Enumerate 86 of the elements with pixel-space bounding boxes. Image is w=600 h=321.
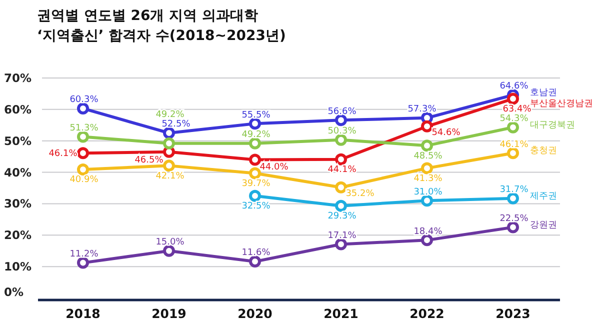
- point: [77, 147, 89, 160]
- point: [163, 127, 175, 139]
- data-label: 32.5%: [242, 202, 271, 212]
- point: [421, 234, 433, 246]
- data-label: 15.0%: [156, 238, 185, 248]
- y-tick-label: 40%: [4, 165, 32, 180]
- x-tick-label: 2018: [66, 306, 100, 321]
- point: [335, 238, 347, 250]
- data-label: 11.6%: [242, 248, 271, 258]
- data-label: 44.0%: [260, 162, 289, 172]
- y-tick-label: 0%: [4, 285, 24, 299]
- data-label: 50.3%: [328, 126, 357, 137]
- data-label: 39.7%: [242, 178, 271, 189]
- data-label: 54.6%: [432, 128, 461, 138]
- point: [507, 121, 519, 134]
- series-label: 충청권: [530, 146, 557, 156]
- data-label: 41.3%: [414, 174, 443, 184]
- data-label: 35.2%: [346, 189, 375, 200]
- data-label: 49.2%: [156, 110, 185, 120]
- y-tick-label: 60%: [4, 102, 32, 116]
- y-tick-label: 10%: [4, 260, 32, 274]
- data-label: 17.1%: [328, 230, 357, 241]
- data-label: 54.3%: [500, 114, 529, 124]
- x-tick-label: 2021: [324, 306, 358, 321]
- point: [507, 92, 519, 105]
- point: [421, 120, 433, 132]
- point: [421, 194, 433, 207]
- data-label: 57.3%: [408, 104, 437, 115]
- series-label: 강원권: [530, 220, 557, 230]
- y-tick-label: 70%: [4, 71, 32, 85]
- data-label: 55.5%: [242, 110, 271, 120]
- point: [335, 200, 347, 212]
- point: [163, 244, 175, 257]
- point: [335, 114, 347, 126]
- title: 권역별 연도별 26개 지역 의과대학 ‘지역출신’ 합격자 수(2018~2023년): [37, 8, 286, 44]
- point: [249, 137, 261, 150]
- data-label: 63.4%: [502, 104, 532, 114]
- point: [507, 221, 519, 234]
- data-label: 40.9%: [70, 175, 99, 186]
- data-label: 11.2%: [70, 250, 99, 260]
- data-label: 48.5%: [414, 151, 443, 162]
- point: [335, 153, 347, 166]
- data-label: 64.6%: [500, 82, 529, 92]
- point: [163, 137, 175, 150]
- series-label: 제주권: [530, 191, 557, 202]
- point: [421, 162, 433, 174]
- x-tick-label: 2020: [238, 306, 273, 321]
- x-tick-label: 2022: [410, 306, 444, 321]
- point: [77, 130, 89, 143]
- point: [77, 256, 89, 269]
- data-label: 31.0%: [414, 187, 443, 198]
- data-label: 22.5%: [500, 214, 529, 224]
- point: [335, 134, 347, 146]
- series-label: 대구경북권: [530, 120, 575, 130]
- y-tick-label: 20%: [4, 228, 32, 242]
- y-tick-label: 50%: [4, 134, 32, 148]
- x-tick-label: 2023: [496, 306, 530, 321]
- data-label: 52.5%: [162, 120, 191, 130]
- x-tick-label: 2019: [152, 306, 186, 321]
- data-label: 44.1%: [328, 165, 357, 176]
- point: [249, 154, 261, 166]
- data-label: 46.5%: [134, 156, 164, 166]
- data-label: 51.3%: [70, 123, 99, 134]
- point: [335, 181, 347, 194]
- data-label: 18.4%: [414, 226, 443, 237]
- point: [77, 163, 89, 176]
- series-label: 부산울산경남권: [530, 98, 593, 109]
- point: [249, 167, 261, 180]
- point: [249, 256, 261, 268]
- y-tick-label: 30%: [4, 196, 32, 211]
- point: [77, 102, 89, 114]
- data-label: 46.1%: [48, 148, 78, 159]
- point: [507, 147, 519, 160]
- series-label: 호남권: [530, 88, 557, 98]
- data-label: 46.1%: [500, 140, 529, 150]
- data-label: 56.6%: [328, 106, 357, 117]
- data-label: 60.3%: [70, 95, 99, 106]
- data-label: 42.1%: [156, 171, 185, 182]
- point: [163, 160, 175, 172]
- data-label: 29.3%: [328, 212, 357, 222]
- data-label: 31.7%: [500, 185, 529, 196]
- point: [249, 190, 261, 202]
- point: [249, 118, 261, 130]
- data-label: 49.2%: [242, 130, 271, 140]
- point: [421, 140, 433, 152]
- point: [507, 192, 519, 204]
